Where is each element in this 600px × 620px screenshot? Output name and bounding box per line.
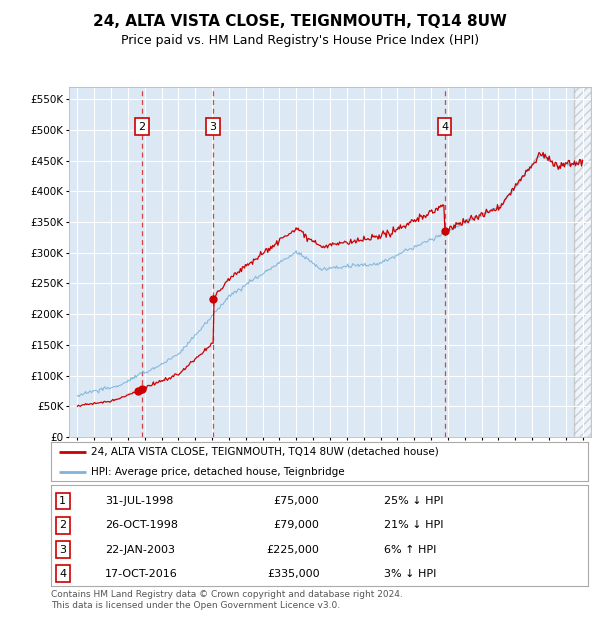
Text: 2: 2	[59, 520, 67, 530]
Text: 21% ↓ HPI: 21% ↓ HPI	[384, 520, 443, 530]
Text: 26-OCT-1998: 26-OCT-1998	[105, 520, 178, 530]
Text: 6% ↑ HPI: 6% ↑ HPI	[384, 544, 436, 554]
Text: HPI: Average price, detached house, Teignbridge: HPI: Average price, detached house, Teig…	[91, 467, 345, 477]
Text: Contains HM Land Registry data © Crown copyright and database right 2024.
This d: Contains HM Land Registry data © Crown c…	[51, 590, 403, 609]
Text: Price paid vs. HM Land Registry's House Price Index (HPI): Price paid vs. HM Land Registry's House …	[121, 34, 479, 47]
Text: £75,000: £75,000	[274, 496, 320, 506]
Text: £335,000: £335,000	[267, 569, 320, 579]
Text: 3: 3	[59, 544, 67, 554]
Text: 4: 4	[441, 122, 448, 131]
Text: 31-JUL-1998: 31-JUL-1998	[105, 496, 173, 506]
Text: 3% ↓ HPI: 3% ↓ HPI	[384, 569, 436, 579]
Bar	[574, 87, 591, 437]
Text: £79,000: £79,000	[274, 520, 320, 530]
Text: 24, ALTA VISTA CLOSE, TEIGNMOUTH, TQ14 8UW: 24, ALTA VISTA CLOSE, TEIGNMOUTH, TQ14 8…	[93, 14, 507, 29]
Text: 4: 4	[59, 569, 67, 579]
Text: 3: 3	[209, 122, 217, 131]
Text: 22-JAN-2003: 22-JAN-2003	[105, 544, 175, 554]
Text: £225,000: £225,000	[266, 544, 320, 554]
Text: 24, ALTA VISTA CLOSE, TEIGNMOUTH, TQ14 8UW (detached house): 24, ALTA VISTA CLOSE, TEIGNMOUTH, TQ14 8…	[91, 446, 439, 457]
Text: 2: 2	[139, 122, 145, 131]
Text: 1: 1	[59, 496, 67, 506]
Text: 17-OCT-2016: 17-OCT-2016	[105, 569, 178, 579]
Text: 25% ↓ HPI: 25% ↓ HPI	[384, 496, 443, 506]
